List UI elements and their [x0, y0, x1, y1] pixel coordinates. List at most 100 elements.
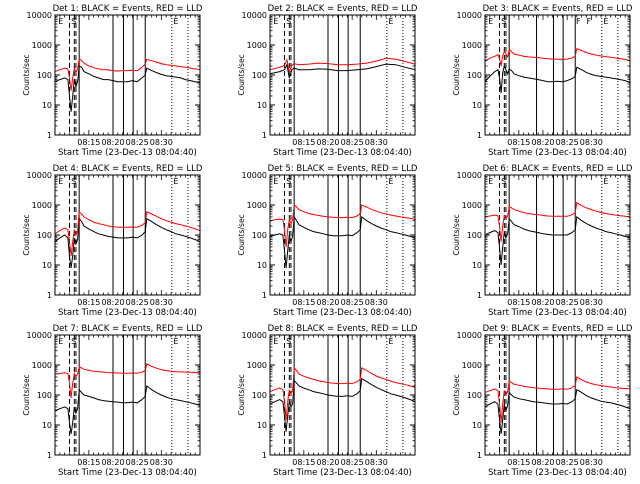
y-axis-label: Counts/sec [22, 374, 31, 415]
x-axis-label: Start Time (23-Dec-13 08:04:40) [488, 148, 627, 158]
x-tick-label: 08:25 [556, 298, 579, 307]
lld-series-line [270, 57, 415, 75]
y-tick-label: 10000 [242, 11, 267, 20]
region-label: E [603, 177, 608, 186]
region-label: S [71, 337, 76, 346]
x-axis-label: Start Time (23-Dec-13 08:04:40) [273, 468, 412, 478]
x-tick-label: 08:20 [316, 138, 339, 147]
region-label: S [71, 177, 76, 186]
y-tick-label: 100 [252, 231, 267, 240]
y-tick-label: 1000 [32, 41, 52, 50]
y-tick-label: 10 [257, 261, 267, 270]
panel-title: Det 9: BLACK = Events, RED = LLD [483, 324, 633, 334]
y-tick-label: 1 [47, 291, 52, 300]
x-tick-label: 08:30 [580, 458, 603, 467]
y-tick-label: 1000 [462, 361, 482, 370]
lld-series-line [485, 48, 630, 67]
x-tick-label: 08:15 [507, 458, 530, 467]
plot-frame [269, 174, 416, 296]
x-tick-label: 08:20 [316, 298, 339, 307]
y-tick-label: 10 [472, 101, 482, 110]
x-axis-label: Start Time (23-Dec-13 08:04:40) [273, 308, 412, 318]
plot-frame [54, 174, 201, 296]
region-label: F [587, 17, 592, 26]
x-tick-label: 08:15 [77, 458, 100, 467]
region-label: E [488, 337, 493, 346]
y-tick-label: 1000 [247, 201, 267, 210]
lld-series-line [55, 210, 200, 257]
plot-frame [54, 14, 201, 136]
events-series-line [270, 215, 415, 268]
x-axis-label: Start Time (23-Dec-13 08:04:40) [58, 308, 197, 318]
y-tick-label: 10 [42, 421, 52, 430]
y-tick-label: 10000 [242, 331, 267, 340]
region-label: S [71, 17, 76, 26]
region-label: S [286, 177, 291, 186]
events-series-line [55, 385, 200, 435]
y-axis-label: Counts/sec [452, 374, 461, 415]
y-tick-label: 100 [37, 231, 52, 240]
y-tick-label: 100 [252, 71, 267, 80]
y-tick-label: 1 [262, 291, 267, 300]
y-tick-label: 1000 [247, 41, 267, 50]
panel-title: Det 7: BLACK = Events, RED = LLD [53, 324, 203, 334]
x-tick-label: 08:30 [150, 138, 173, 147]
x-tick-label: 08:30 [150, 458, 173, 467]
region-label: S [501, 337, 506, 346]
y-tick-label: 10000 [27, 171, 52, 180]
region-label: E [603, 17, 608, 26]
x-tick-label: 08:25 [556, 458, 579, 467]
lld-series-line [485, 376, 630, 423]
x-tick-label: 08:25 [556, 138, 579, 147]
y-axis-label: Counts/sec [237, 214, 246, 255]
x-tick-label: 08:30 [580, 298, 603, 307]
lld-series-line [270, 203, 415, 247]
panel-title: Det 5: BLACK = Events, RED = LLD [268, 164, 418, 174]
y-tick-label: 100 [37, 391, 52, 400]
x-tick-label: 08:15 [77, 138, 100, 147]
x-tick-label: 08:15 [507, 138, 530, 147]
y-tick-label: 10 [42, 101, 52, 110]
x-axis-label: Start Time (23-Dec-13 08:04:40) [488, 308, 627, 318]
x-tick-label: 08:20 [101, 138, 124, 147]
x-tick-label: 08:15 [292, 298, 315, 307]
region-label: F [576, 17, 581, 26]
x-tick-label: 08:20 [531, 298, 554, 307]
panel-title: Det 4: BLACK = Events, RED = LLD [53, 164, 203, 174]
plot-frame [269, 14, 416, 136]
x-tick-label: 08:20 [101, 298, 124, 307]
y-tick-label: 1 [262, 131, 267, 140]
region-label: E [58, 17, 63, 26]
x-tick-label: 08:30 [365, 458, 388, 467]
y-tick-label: 10 [257, 101, 267, 110]
x-tick-label: 08:15 [77, 298, 100, 307]
events-series-line [485, 215, 630, 266]
y-tick-label: 10000 [27, 11, 52, 20]
x-tick-label: 08:30 [580, 138, 603, 147]
region-label: S [286, 17, 291, 26]
y-axis-label: Counts/sec [237, 374, 246, 415]
y-tick-label: 100 [467, 71, 482, 80]
y-tick-label: 10000 [457, 331, 482, 340]
region-label: E [173, 337, 178, 346]
plot-frame [54, 334, 201, 456]
lld-series-line [485, 201, 630, 242]
region-label: E [273, 337, 278, 346]
plot-frame [484, 334, 631, 456]
region-label: E [173, 177, 178, 186]
x-tick-label: 08:30 [150, 298, 173, 307]
y-tick-label: 1000 [462, 41, 482, 50]
panel-title: Det 3: BLACK = Events, RED = LLD [483, 4, 633, 14]
x-tick-label: 08:25 [126, 458, 149, 467]
region-label: E [388, 337, 393, 346]
region-label: E [173, 17, 178, 26]
events-series-line [270, 63, 415, 79]
y-tick-label: 10000 [242, 171, 267, 180]
x-tick-label: 08:30 [365, 298, 388, 307]
